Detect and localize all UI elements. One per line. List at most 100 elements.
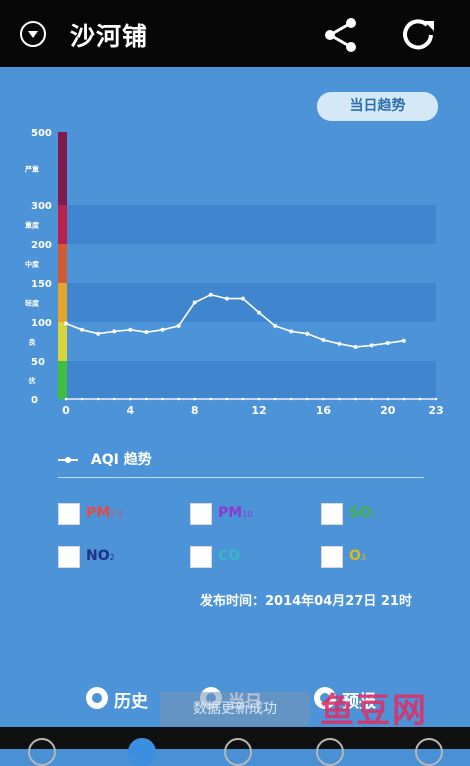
refresh-icon[interactable]: [400, 17, 436, 53]
x-axis-tick: [161, 397, 164, 401]
plot-band: [66, 244, 436, 283]
y-tick-label: 100: [31, 318, 52, 329]
aqi-band-label: 重度: [25, 221, 40, 230]
aqi-chart: 优 良 轻度 中度 重度 严重 0 50 100 150 200 300 500 0 4 8 12 16 20 23: [24, 128, 444, 417]
aqi-band-label: 中度: [25, 260, 40, 269]
radio-history[interactable]: [86, 687, 108, 709]
x-tick-label: 23: [428, 404, 443, 417]
toast-message: 数据更新成功: [160, 692, 310, 726]
x-axis-tick: [177, 397, 180, 401]
x-tick-label: 12: [251, 404, 266, 417]
legend-line-icon: [58, 457, 78, 463]
pollutant-label: PM2.5: [86, 505, 123, 521]
pollutant-label: NO2: [86, 548, 115, 564]
x-axis-tick: [289, 397, 293, 401]
aqi-band-5: [58, 132, 67, 205]
checkbox[interactable]: [58, 546, 80, 568]
bottom-nav-bar: [0, 727, 470, 766]
y-tick-label: 0: [31, 395, 38, 406]
aqi-point: [64, 321, 68, 326]
plot-band: [66, 132, 436, 205]
plot-band: [66, 322, 436, 361]
x-axis-tick: [306, 397, 309, 401]
aqi-point: [289, 329, 294, 334]
checkbox[interactable]: [321, 546, 343, 568]
nav-dot-5[interactable]: [415, 738, 443, 766]
city-title[interactable]: 沙河铺: [70, 22, 149, 51]
aqi-point: [192, 300, 197, 305]
aqi-series-line: [65, 293, 404, 348]
top-bar: 沙河铺: [0, 0, 470, 67]
aqi-point: [112, 329, 117, 334]
aqi-point: [176, 323, 181, 328]
x-axis-tick: [418, 397, 422, 401]
trend-button[interactable]: 当日趋势: [317, 92, 438, 121]
x-axis-tick: [257, 397, 261, 401]
x-axis-tick: [112, 397, 116, 401]
nav-dot-2[interactable]: [128, 738, 156, 766]
y-tick-label: 500: [31, 128, 52, 139]
aqi-point: [128, 327, 133, 332]
share-icon[interactable]: [322, 17, 360, 53]
aqi-band-label: 轻度: [25, 299, 40, 308]
x-axis-tick: [64, 397, 68, 401]
x-axis-tick: [354, 397, 357, 401]
checkbox[interactable]: [190, 503, 212, 525]
pollutant-label: CO: [218, 548, 241, 564]
pollutant-label: SO2: [349, 505, 377, 521]
aqi-point: [401, 338, 406, 343]
aqi-point: [369, 343, 374, 348]
x-axis-tick: [338, 397, 341, 401]
aqi-band-label: 优: [29, 376, 36, 385]
aqi-point: [144, 330, 149, 335]
aqi-point: [273, 323, 278, 328]
nav-dot-4[interactable]: [316, 738, 344, 766]
nav-dot-3[interactable]: [224, 738, 252, 766]
aqi-band-0: [58, 361, 67, 399]
x-axis-tick: [129, 397, 132, 401]
x-axis-tick: [370, 397, 373, 401]
y-tick-label: 50: [31, 357, 45, 368]
x-tick-label: 4: [127, 404, 135, 417]
x-axis-tick: [273, 397, 277, 401]
radio-forecast[interactable]: [314, 687, 336, 709]
plot-band: [66, 205, 436, 244]
aqi-band-3: [58, 244, 67, 283]
aqi-point: [224, 296, 229, 301]
x-tick-label: 16: [316, 404, 332, 417]
y-tick-label: 200: [31, 240, 52, 251]
tab-label: 历史: [114, 692, 148, 712]
x-tick-label: 8: [191, 404, 199, 417]
watermark: 鱼豆网: [320, 691, 428, 731]
checkbox[interactable]: [321, 503, 343, 525]
aqi-point: [305, 331, 310, 336]
aqi-point: [208, 292, 213, 297]
x-axis-tick: [145, 397, 148, 401]
x-tick-label: 0: [62, 404, 70, 417]
x-axis-tick: [96, 397, 100, 401]
aqi-point: [385, 341, 390, 346]
x-axis-tick: [80, 397, 84, 401]
pollutant-label: O3: [349, 548, 366, 564]
pollutant-label: PM10: [218, 505, 253, 521]
aqi-point: [80, 327, 85, 332]
legend-label: AQI 趋势: [90, 452, 152, 468]
tab-label: 预报: [342, 692, 376, 712]
checkbox[interactable]: [58, 503, 80, 525]
checkbox[interactable]: [190, 546, 212, 568]
aqi-point: [96, 331, 101, 336]
nav-dot-1[interactable]: [28, 738, 56, 766]
x-axis-tick: [225, 397, 229, 401]
y-tick-label: 300: [31, 201, 52, 212]
aqi-point: [160, 327, 165, 332]
chart-legend: AQI 趋势: [58, 449, 152, 469]
dropdown-icon[interactable]: [20, 21, 46, 47]
x-tick-label: 20: [380, 404, 396, 417]
x-axis-tick: [402, 397, 406, 401]
divider: [58, 477, 424, 478]
x-axis-tick: [434, 397, 438, 401]
aqi-band-2: [58, 283, 67, 322]
y-tick-label: 150: [31, 279, 52, 290]
x-axis-tick: [386, 397, 390, 401]
x-axis-tick: [322, 397, 325, 401]
